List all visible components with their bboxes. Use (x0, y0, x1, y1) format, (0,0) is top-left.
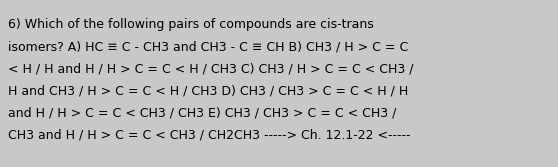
Text: CH3 and H / H > C = C < CH3 / CH2CH3 -----> Ch. 12.1-22 <-----: CH3 and H / H > C = C < CH3 / CH2CH3 ---… (8, 128, 411, 141)
Text: 6) Which of the following pairs of compounds are cis-trans: 6) Which of the following pairs of compo… (8, 18, 374, 31)
Text: < H / H and H / H > C = C < H / CH3 C) CH3 / H > C = C < CH3 /: < H / H and H / H > C = C < H / CH3 C) C… (8, 62, 413, 75)
Text: H and CH3 / H > C = C < H / CH3 D) CH3 / CH3 > C = C < H / H: H and CH3 / H > C = C < H / CH3 D) CH3 /… (8, 84, 408, 97)
Text: isomers? A) HC ≡ C - CH3 and CH3 - C ≡ CH B) CH3 / H > C = C: isomers? A) HC ≡ C - CH3 and CH3 - C ≡ C… (8, 40, 408, 53)
Text: and H / H > C = C < CH3 / CH3 E) CH3 / CH3 > C = C < CH3 /: and H / H > C = C < CH3 / CH3 E) CH3 / C… (8, 106, 396, 119)
